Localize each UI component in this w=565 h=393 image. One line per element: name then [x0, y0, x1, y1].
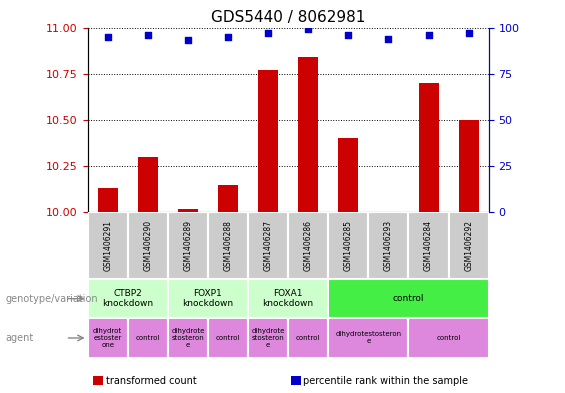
Bar — [88, 318, 128, 358]
Bar — [98, 188, 118, 212]
Text: GSM1406287: GSM1406287 — [264, 220, 272, 271]
Bar — [368, 212, 408, 279]
Text: control: control — [436, 335, 461, 341]
Text: dihydrote
stosteron
e: dihydrote stosteron e — [171, 328, 205, 348]
Bar — [449, 212, 489, 279]
Text: agent: agent — [6, 333, 34, 343]
Bar — [128, 212, 168, 279]
Text: GSM1406292: GSM1406292 — [464, 220, 473, 271]
Point — [384, 35, 393, 42]
Bar — [288, 318, 328, 358]
Bar — [408, 318, 489, 358]
Text: FOXA1
knockdown: FOXA1 knockdown — [263, 289, 314, 309]
Bar — [328, 279, 489, 318]
Text: GSM1406285: GSM1406285 — [344, 220, 353, 271]
Bar — [328, 212, 368, 279]
Text: control: control — [393, 294, 424, 303]
Text: dihydrotestosteron
e: dihydrotestosteron e — [335, 331, 402, 345]
Text: genotype/variation: genotype/variation — [6, 294, 98, 304]
Bar — [208, 212, 248, 279]
Point — [263, 30, 273, 36]
Text: control: control — [296, 335, 320, 341]
Bar — [459, 120, 479, 212]
Point — [424, 32, 433, 38]
Text: GSM1406288: GSM1406288 — [224, 220, 232, 271]
Point — [144, 32, 153, 38]
Bar — [328, 318, 408, 358]
Bar — [419, 83, 438, 212]
Text: GSM1406291: GSM1406291 — [103, 220, 112, 271]
Text: transformed count: transformed count — [106, 376, 197, 386]
Bar — [408, 212, 449, 279]
Text: GSM1406290: GSM1406290 — [144, 220, 152, 271]
Bar — [168, 318, 208, 358]
Point — [224, 33, 233, 40]
Bar — [88, 279, 168, 318]
Point — [183, 37, 192, 44]
Text: GSM1406284: GSM1406284 — [424, 220, 433, 271]
Text: control: control — [216, 335, 240, 341]
Bar — [218, 184, 238, 212]
Point — [103, 33, 112, 40]
Text: control: control — [136, 335, 160, 341]
Bar — [128, 318, 168, 358]
Text: GSM1406293: GSM1406293 — [384, 220, 393, 271]
Text: dihydrote
stosteron
e: dihydrote stosteron e — [251, 328, 285, 348]
Point — [344, 32, 353, 38]
Title: GDS5440 / 8062981: GDS5440 / 8062981 — [211, 10, 366, 25]
Bar — [208, 318, 248, 358]
Bar — [288, 212, 328, 279]
Text: FOXP1
knockdown: FOXP1 knockdown — [182, 289, 233, 309]
Text: dihydrot
estoster
one: dihydrot estoster one — [93, 328, 122, 348]
Bar — [298, 57, 318, 212]
Bar — [168, 212, 208, 279]
Bar — [248, 279, 328, 318]
Bar — [338, 138, 358, 212]
Text: GSM1406286: GSM1406286 — [304, 220, 312, 271]
Point — [304, 26, 313, 33]
Text: GSM1406289: GSM1406289 — [184, 220, 192, 271]
Point — [464, 30, 473, 36]
Bar — [178, 209, 198, 212]
Bar — [88, 212, 128, 279]
Bar — [138, 157, 158, 212]
Bar — [258, 70, 278, 212]
Bar — [248, 318, 288, 358]
Bar — [248, 212, 288, 279]
Text: CTBP2
knockdown: CTBP2 knockdown — [102, 289, 153, 309]
Text: percentile rank within the sample: percentile rank within the sample — [303, 376, 468, 386]
Bar — [168, 279, 248, 318]
